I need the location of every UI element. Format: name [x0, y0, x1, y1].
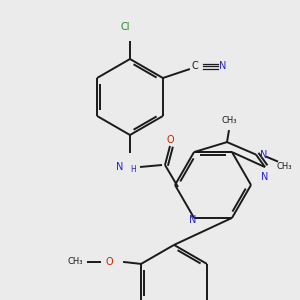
Text: H: H — [130, 164, 136, 173]
Text: C: C — [191, 61, 198, 71]
Text: N: N — [261, 172, 269, 182]
Text: O: O — [166, 135, 174, 145]
Text: O: O — [105, 257, 113, 267]
Text: CH₃: CH₃ — [67, 257, 83, 266]
Text: N: N — [219, 61, 226, 71]
Text: CH₃: CH₃ — [221, 116, 237, 124]
Text: N: N — [189, 215, 197, 225]
Text: N: N — [260, 150, 268, 160]
Text: N: N — [116, 162, 124, 172]
Text: CH₃: CH₃ — [276, 162, 292, 171]
Text: Cl: Cl — [120, 22, 130, 32]
